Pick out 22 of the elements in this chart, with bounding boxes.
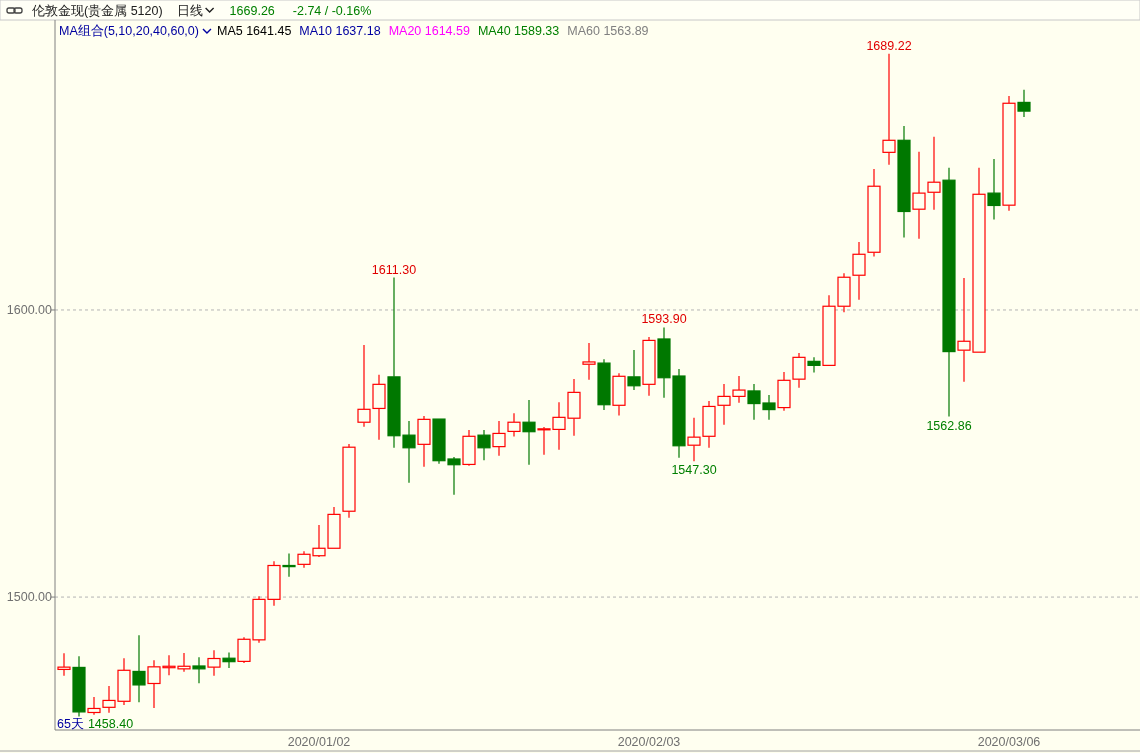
chart-title: 伦敦金现(贵金属 5120) xyxy=(32,4,163,18)
annotation: 1611.30 xyxy=(371,262,417,277)
annotation: 65天 xyxy=(57,717,84,731)
annotation: MA10 1637.18 xyxy=(299,24,381,38)
text: -2.74 / -0.16% xyxy=(292,4,372,18)
annotation: 1562.86 xyxy=(926,418,972,433)
annotation: MA5 1641.45 xyxy=(216,24,292,38)
chart-subtitle: 日线 xyxy=(176,4,203,18)
y-tick-label: 1500.00 xyxy=(6,590,53,605)
annotation: MA组合(5,10,20,40,60,0) xyxy=(59,24,199,38)
x-tick-label: 2020/02/03 xyxy=(617,735,681,749)
annotation: MA60 1563.89 xyxy=(567,24,649,38)
annotation: 1547.30 xyxy=(671,463,717,478)
x-tick-label: 2020/03/06 xyxy=(977,735,1041,749)
annotation: 1593.90 xyxy=(641,312,687,327)
text: 1669.26 xyxy=(229,4,275,18)
annotation: 1458.40 xyxy=(87,717,134,731)
x-tick-label: 2020/01/02 xyxy=(287,735,351,749)
y-tick-label: 1600.00 xyxy=(6,302,53,317)
annotation: 1689.22 xyxy=(866,38,912,53)
annotation: MA20 1614.59 xyxy=(388,24,470,38)
annotation: MA40 1589.33 xyxy=(477,24,560,38)
